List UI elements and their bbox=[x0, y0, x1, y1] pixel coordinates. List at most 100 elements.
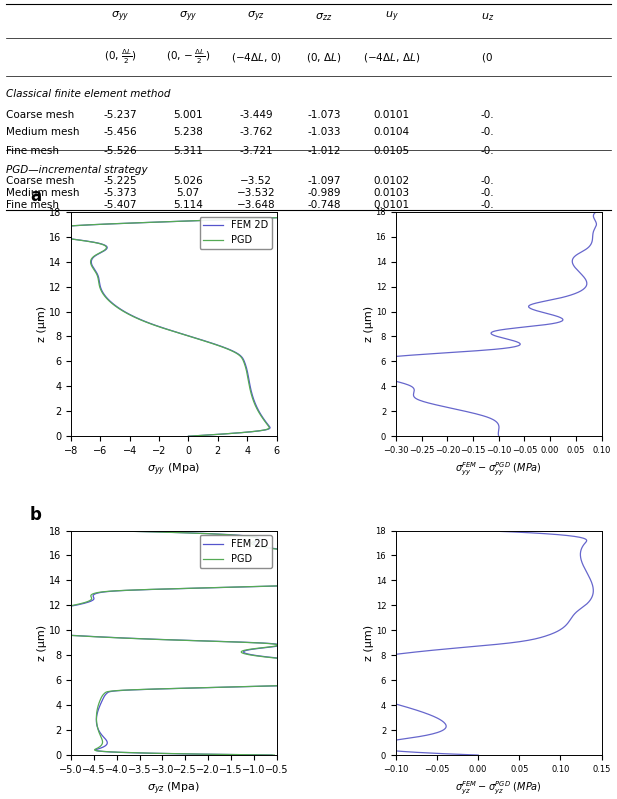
Y-axis label: z (μm): z (μm) bbox=[38, 625, 48, 661]
PGD bbox=[253, 644, 260, 654]
X-axis label: $\sigma_{yy}^{FEM} - \sigma_{yy}^{PGD}$ $(MPa)$: $\sigma_{yy}^{FEM} - \sigma_{yy}^{PGD}$ … bbox=[455, 460, 542, 478]
Text: −3.648: −3.648 bbox=[237, 200, 275, 210]
Text: 0.0102: 0.0102 bbox=[374, 176, 410, 186]
Line: FEM 2D: FEM 2D bbox=[32, 212, 313, 436]
Text: $(0, \,\frac{\Delta L}{2})$: $(0, \,\frac{\Delta L}{2})$ bbox=[104, 48, 137, 66]
Text: 0.0101: 0.0101 bbox=[374, 200, 410, 210]
Text: -5.456: -5.456 bbox=[104, 127, 137, 137]
Text: 5.311: 5.311 bbox=[173, 146, 203, 157]
Text: -0.: -0. bbox=[481, 200, 494, 210]
PGD bbox=[107, 298, 115, 308]
Text: -5.407: -5.407 bbox=[104, 200, 137, 210]
Text: $(0$: $(0$ bbox=[481, 50, 494, 64]
Text: -1.033: -1.033 bbox=[307, 127, 341, 137]
Text: $\sigma_{yy}$: $\sigma_{yy}$ bbox=[179, 10, 197, 24]
PGD bbox=[283, 213, 291, 222]
PGD bbox=[164, 325, 172, 335]
Text: $\sigma_{zz}$: $\sigma_{zz}$ bbox=[315, 11, 333, 23]
Text: Fine mesh: Fine mesh bbox=[6, 200, 59, 210]
Text: -0.: -0. bbox=[481, 146, 494, 157]
Text: Medium mesh: Medium mesh bbox=[6, 127, 80, 137]
Text: a: a bbox=[30, 187, 41, 205]
Text: Medium mesh: Medium mesh bbox=[6, 188, 80, 198]
Text: $(-4\Delta L,\, \Delta L)$: $(-4\Delta L,\, \Delta L)$ bbox=[363, 50, 420, 64]
Text: −3.532: −3.532 bbox=[237, 188, 275, 198]
FEM 2D bbox=[243, 531, 251, 541]
FEM 2D bbox=[184, 431, 192, 441]
Text: $\sigma_{yz}$: $\sigma_{yz}$ bbox=[247, 10, 265, 24]
FEM 2D bbox=[98, 248, 106, 257]
Text: 5.114: 5.114 bbox=[173, 200, 203, 210]
Legend: FEM 2D, PGD: FEM 2D, PGD bbox=[199, 535, 271, 568]
Line: PGD: PGD bbox=[31, 212, 313, 436]
PGD bbox=[271, 750, 278, 760]
Text: -5.373: -5.373 bbox=[104, 188, 137, 198]
Text: $(0, -\frac{\Delta L}{2})$: $(0, -\frac{\Delta L}{2})$ bbox=[166, 48, 210, 66]
Text: $u_y$: $u_y$ bbox=[385, 10, 399, 24]
Y-axis label: z (μm): z (μm) bbox=[364, 625, 374, 661]
FEM 2D bbox=[284, 213, 292, 222]
Line: PGD: PGD bbox=[0, 531, 491, 755]
Y-axis label: z (μm): z (μm) bbox=[38, 306, 48, 342]
Text: -3.449: -3.449 bbox=[239, 110, 273, 121]
FEM 2D bbox=[488, 566, 495, 576]
PGD bbox=[39, 629, 46, 638]
X-axis label: $\sigma_{yz}^{FEM} - \sigma_{yz}^{PGD}$ $(MPa)$: $\sigma_{yz}^{FEM} - \sigma_{yz}^{PGD}$ … bbox=[455, 779, 542, 797]
Text: -5.225: -5.225 bbox=[104, 176, 137, 186]
Text: 5.026: 5.026 bbox=[173, 176, 203, 186]
Text: $u_z$: $u_z$ bbox=[481, 11, 494, 23]
PGD bbox=[184, 431, 192, 441]
Text: -3.762: -3.762 bbox=[239, 127, 273, 137]
Text: -3.721: -3.721 bbox=[239, 146, 273, 157]
Text: 5.001: 5.001 bbox=[173, 110, 203, 121]
PGD bbox=[265, 642, 272, 652]
Text: -5.237: -5.237 bbox=[104, 110, 137, 121]
Legend: FEM 2D, PGD: FEM 2D, PGD bbox=[199, 217, 271, 249]
Text: -5.526: -5.526 bbox=[104, 146, 137, 157]
Text: Coarse mesh: Coarse mesh bbox=[6, 176, 75, 186]
PGD bbox=[160, 324, 167, 333]
PGD bbox=[97, 248, 105, 257]
PGD bbox=[126, 310, 133, 320]
Text: -0.: -0. bbox=[481, 110, 494, 121]
Text: $(-4\Delta L,\, 0)$: $(-4\Delta L,\, 0)$ bbox=[231, 50, 281, 64]
FEM 2D bbox=[94, 526, 102, 535]
FEM 2D bbox=[108, 298, 115, 308]
Text: 0.0101: 0.0101 bbox=[374, 110, 410, 121]
Text: 5.238: 5.238 bbox=[173, 127, 203, 137]
Text: 5.07: 5.07 bbox=[176, 188, 200, 198]
X-axis label: $\sigma_{yz}$ (Mpa): $\sigma_{yz}$ (Mpa) bbox=[147, 781, 200, 797]
Text: -0.989: -0.989 bbox=[307, 188, 341, 198]
Text: $(0, \,\Delta L)$: $(0, \,\Delta L)$ bbox=[306, 50, 342, 64]
Line: FEM 2D: FEM 2D bbox=[0, 531, 493, 755]
Text: -0.: -0. bbox=[481, 127, 494, 137]
FEM 2D bbox=[126, 310, 134, 320]
Text: -0.748: -0.748 bbox=[307, 200, 341, 210]
FEM 2D bbox=[268, 750, 276, 760]
Text: Coarse mesh: Coarse mesh bbox=[6, 110, 75, 121]
Text: -1.097: -1.097 bbox=[307, 176, 341, 186]
Text: $\sigma_{yy}$: $\sigma_{yy}$ bbox=[111, 10, 130, 24]
PGD bbox=[269, 207, 276, 217]
Text: 0.0105: 0.0105 bbox=[374, 146, 410, 157]
FEM 2D bbox=[41, 629, 49, 638]
PGD bbox=[241, 531, 248, 541]
PGD bbox=[486, 566, 493, 576]
Text: b: b bbox=[30, 506, 42, 524]
Text: -0.: -0. bbox=[481, 176, 494, 186]
Text: 0.0104: 0.0104 bbox=[374, 127, 410, 137]
X-axis label: $\sigma_{yy}$ (Mpa): $\sigma_{yy}$ (Mpa) bbox=[147, 462, 201, 478]
Text: Fine mesh: Fine mesh bbox=[6, 146, 59, 157]
Text: -1.073: -1.073 bbox=[307, 110, 341, 121]
FEM 2D bbox=[255, 644, 262, 654]
Text: Classical finite element method: Classical finite element method bbox=[6, 89, 171, 99]
Text: −3.52: −3.52 bbox=[240, 176, 272, 186]
Text: -0.: -0. bbox=[481, 188, 494, 198]
Text: 0.0103: 0.0103 bbox=[374, 188, 410, 198]
PGD bbox=[93, 526, 100, 535]
FEM 2D bbox=[270, 207, 278, 217]
FEM 2D bbox=[267, 642, 274, 652]
Text: -1.012: -1.012 bbox=[307, 146, 341, 157]
Y-axis label: z (μm): z (μm) bbox=[364, 306, 374, 342]
Text: PGD—incremental strategy: PGD—incremental strategy bbox=[6, 165, 148, 176]
